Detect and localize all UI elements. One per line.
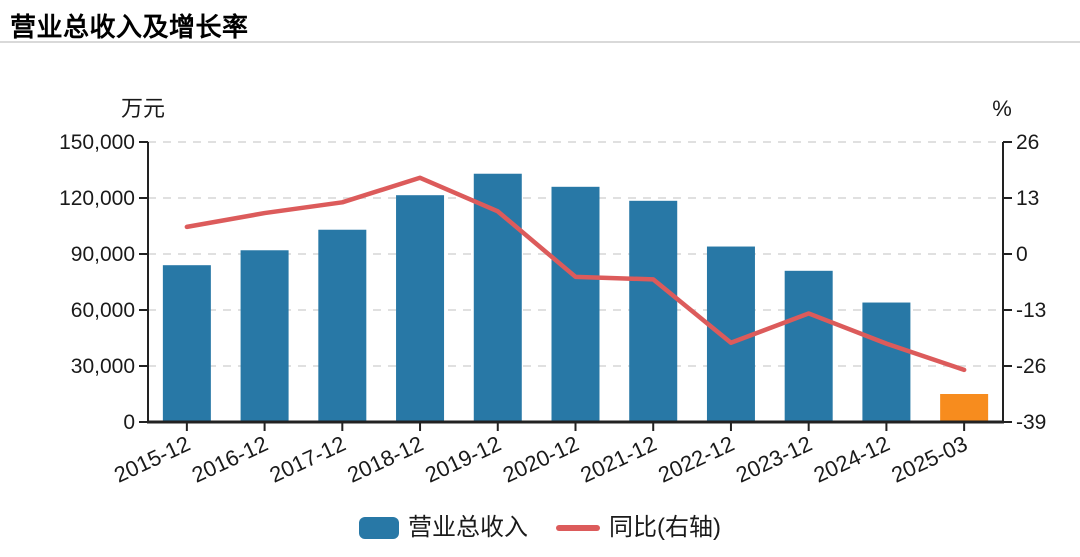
- svg-text:2019-12: 2019-12: [421, 431, 505, 488]
- svg-text:2018-12: 2018-12: [343, 431, 427, 488]
- svg-text:%: %: [992, 96, 1012, 121]
- svg-text:-26: -26: [1016, 355, 1046, 378]
- legend-label-yoy: 同比(右轴): [609, 514, 721, 541]
- svg-text:2020-12: 2020-12: [499, 431, 583, 488]
- svg-text:2023-12: 2023-12: [732, 431, 816, 488]
- svg-text:120,000: 120,000: [59, 187, 135, 210]
- svg-text:2016-12: 2016-12: [188, 431, 272, 488]
- svg-text:90,000: 90,000: [71, 243, 135, 266]
- svg-text:0: 0: [123, 411, 135, 434]
- svg-text:-39: -39: [1016, 411, 1046, 434]
- page-title: 营业总收入及增长率: [10, 12, 249, 42]
- legend-item-revenue[interactable]: 营业总收入: [359, 516, 528, 540]
- svg-text:26: 26: [1016, 131, 1039, 154]
- page-header: 营业总收入及增长率: [0, 0, 1080, 43]
- svg-text:2021-12: 2021-12: [577, 431, 661, 488]
- svg-text:2015-12: 2015-12: [110, 431, 194, 488]
- svg-text:60,000: 60,000: [71, 299, 135, 322]
- svg-text:30,000: 30,000: [71, 355, 135, 378]
- svg-text:2017-12: 2017-12: [266, 431, 350, 488]
- line-series-swatch: [556, 525, 600, 531]
- svg-text:万元: 万元: [121, 96, 165, 121]
- legend-label-revenue: 营业总收入: [408, 514, 528, 541]
- svg-text:2025-03: 2025-03: [887, 431, 971, 488]
- svg-text:2022-12: 2022-12: [654, 431, 738, 488]
- legend: 营业总收入 同比(右轴): [0, 511, 1080, 545]
- svg-text:2024-12: 2024-12: [810, 431, 894, 488]
- bar-series-swatch: [359, 517, 399, 539]
- svg-text:-13: -13: [1016, 299, 1046, 322]
- svg-text:150,000: 150,000: [59, 131, 135, 154]
- svg-text:13: 13: [1016, 187, 1039, 210]
- svg-text:0: 0: [1016, 243, 1028, 266]
- legend-item-yoy[interactable]: 同比(右轴): [556, 516, 721, 540]
